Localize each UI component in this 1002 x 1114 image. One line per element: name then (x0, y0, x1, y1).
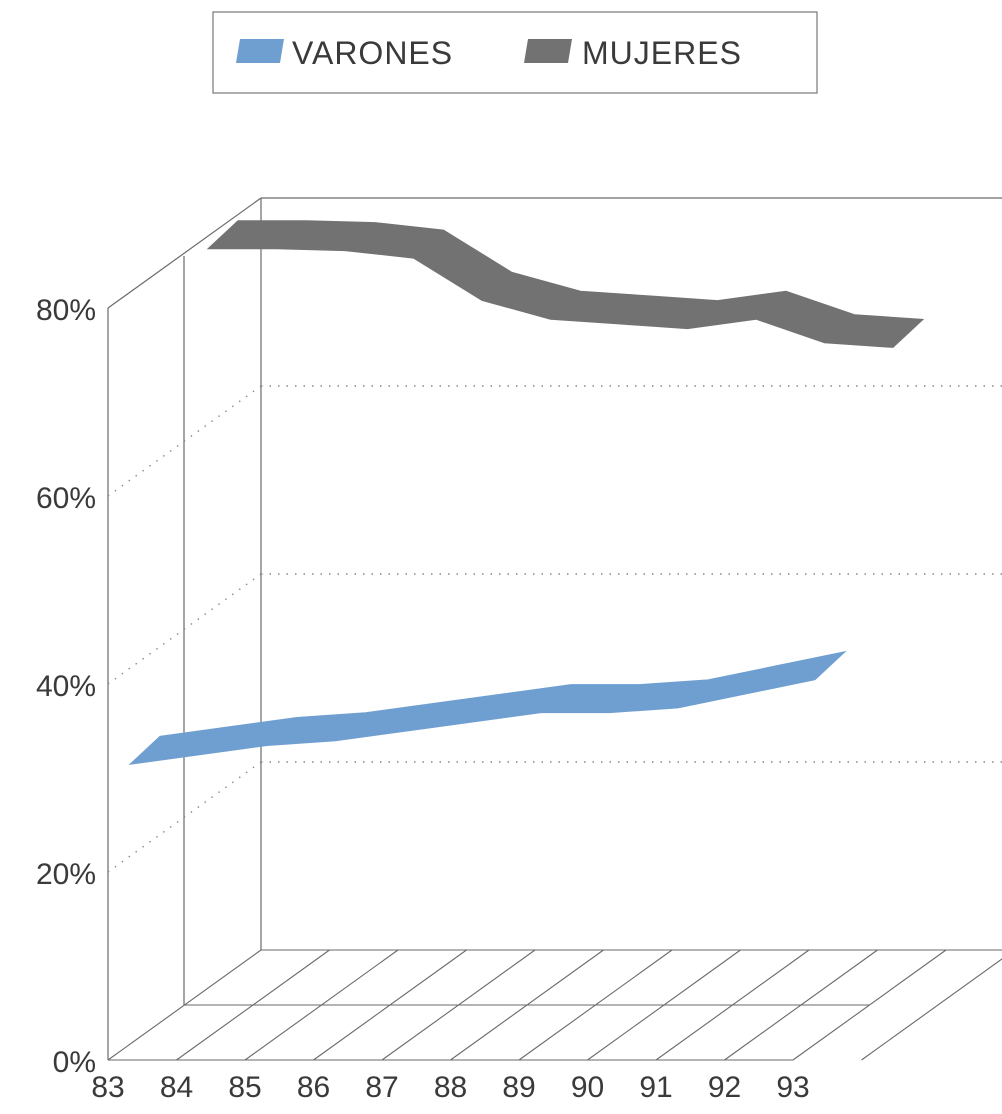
x-tick-label: 87 (365, 1071, 398, 1104)
legend-swatch (524, 39, 572, 63)
x-tick-label: 91 (639, 1071, 672, 1104)
gridlines (108, 386, 1002, 872)
series-mujeres (208, 221, 923, 348)
y-tick-label: 20% (36, 858, 96, 891)
series-varones (130, 652, 845, 765)
x-tick-label: 93 (776, 1071, 809, 1104)
legend-label: MUJERES (582, 35, 742, 71)
series-layer (130, 221, 923, 765)
floor-depth-line (862, 950, 1002, 1060)
x-tick-label: 88 (434, 1071, 467, 1104)
y-tick-label: 60% (36, 482, 96, 515)
y-tick-label: 40% (36, 670, 96, 703)
legend: VARONES MUJERES (213, 12, 817, 93)
legend-label: VARONES (292, 35, 453, 71)
legend-swatch (236, 39, 284, 63)
x-tick-label: 89 (502, 1071, 535, 1104)
x-tick-label: 83 (91, 1071, 124, 1104)
series-ribbon-mujeres (208, 221, 923, 348)
y-tick-label: 80% (36, 294, 96, 327)
x-tick-label: 86 (297, 1071, 330, 1104)
chart-floor (108, 950, 1002, 1060)
x-tick-label: 92 (708, 1071, 741, 1104)
x-tick-label: 84 (160, 1071, 193, 1104)
x-axis-ticks: 83 84 85 86 87 88 89 90 91 92 93 (91, 1071, 809, 1104)
y-tick-label: 0% (53, 1046, 96, 1079)
x-tick-label: 90 (571, 1071, 604, 1104)
x-tick-label: 85 (228, 1071, 261, 1104)
y-axis-ticks: 0% 20% 40% 60% 80% (36, 294, 96, 1079)
